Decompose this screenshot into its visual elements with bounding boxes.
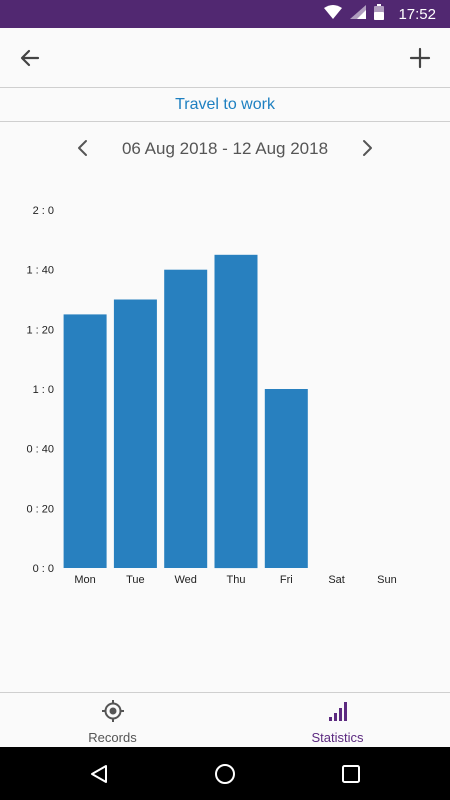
y-tick-label: 0 : 20	[26, 503, 54, 515]
home-circle-icon	[215, 764, 235, 784]
bar-fri[interactable]	[264, 389, 308, 568]
add-button[interactable]	[402, 40, 438, 76]
weekly-bar-chart: 0 : 0 0 : 20 0 : 40 1 : 0 1 : 20 1 : 40 2 : 0 M…	[26, 205, 397, 586]
app-bar	[0, 28, 450, 86]
bar-thu[interactable]	[214, 254, 258, 569]
bar-chart-icon	[326, 699, 350, 723]
back-button[interactable]	[12, 40, 48, 76]
date-range-label: 06 Aug 2018 - 12 Aug 2018	[121, 139, 329, 158]
x-tick-label-thu: Thu	[227, 574, 246, 586]
nav-label-records: Records	[88, 730, 137, 745]
subtitle-bar: Travel to work	[0, 88, 450, 121]
x-tick-label-sat: Sat	[328, 574, 345, 586]
battery-icon	[374, 3, 385, 25]
chevron-right-icon	[363, 140, 372, 156]
y-tick-label: 2 : 0	[33, 205, 54, 217]
plus-icon	[409, 47, 431, 69]
status-time: 17:52	[398, 5, 436, 23]
nav-item-records[interactable]: Records	[0, 693, 225, 747]
system-home-button[interactable]	[210, 759, 240, 789]
back-triangle-icon	[91, 765, 107, 783]
y-tick-label: 1 : 0	[33, 384, 54, 396]
bar-tue[interactable]	[113, 299, 157, 569]
divider-bottom-nav	[0, 692, 450, 693]
signal-icon	[350, 4, 367, 24]
y-tick-label: 1 : 40	[26, 265, 54, 277]
x-tick-label-sun: Sun	[377, 574, 397, 586]
system-back-button[interactable]	[84, 759, 114, 789]
target-icon	[101, 699, 125, 723]
chevron-left-icon	[78, 140, 87, 156]
x-tick-label-fri: Fri	[280, 574, 293, 586]
wifi-icon	[324, 4, 343, 24]
recents-square-icon	[342, 765, 360, 783]
nav-label-statistics: Statistics	[311, 730, 364, 745]
activity-title[interactable]: Travel to work	[175, 95, 275, 113]
nav-item-statistics[interactable]: Statistics	[225, 693, 450, 747]
date-navigation: 06 Aug 2018 - 12 Aug 2018	[0, 130, 450, 168]
y-tick-label: 0 : 40	[26, 444, 54, 456]
system-recents-button[interactable]	[336, 759, 366, 789]
divider-subtitle	[0, 121, 450, 122]
x-tick-label-tue: Tue	[126, 574, 145, 586]
status-bar: 17:52	[0, 0, 450, 28]
bar-mon[interactable]	[63, 314, 107, 568]
arrow-left-icon	[20, 49, 40, 67]
x-tick-label-mon: Mon	[74, 574, 95, 586]
divider-top	[0, 87, 450, 88]
y-tick-label: 1 : 20	[26, 324, 54, 336]
previous-week-button[interactable]	[68, 133, 98, 163]
system-navigation-bar	[0, 747, 450, 800]
bar-wed[interactable]	[164, 269, 208, 568]
bottom-navigation: Records Statistics	[0, 693, 450, 747]
y-tick-label: 0 : 0	[33, 563, 54, 575]
x-tick-label-wed: Wed	[174, 574, 196, 586]
next-week-button[interactable]	[352, 133, 382, 163]
